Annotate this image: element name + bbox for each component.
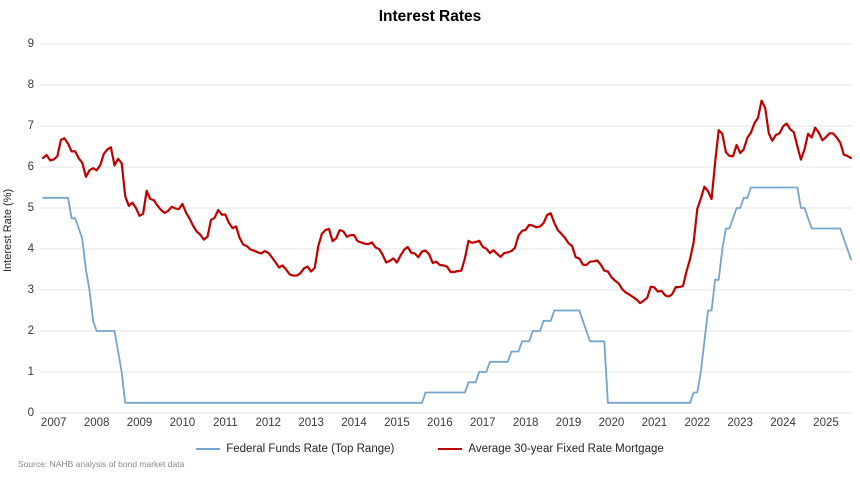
chart-title: Interest Rates — [378, 8, 482, 25]
x-tick-label: 2008 — [83, 417, 110, 429]
y-tick-label: 5 — [27, 202, 34, 214]
y-tick-label: 1 — [27, 366, 34, 378]
y-tick-label: 6 — [27, 161, 34, 173]
legend: Federal Funds Rate (Top Range) Average 3… — [0, 443, 860, 455]
x-tick-label: 2011 — [212, 417, 238, 429]
legend-label-mortgage: Average 30-year Fixed Rate Mortgage — [468, 443, 664, 455]
x-tick-label: 2020 — [598, 417, 625, 429]
legend-item-fed-funds: Federal Funds Rate (Top Range) — [196, 443, 394, 455]
y-tick-label: 4 — [27, 243, 34, 255]
x-tick-label: 2025 — [813, 417, 839, 429]
x-tick-label: 2013 — [298, 417, 324, 429]
y-tick-label: 0 — [27, 407, 34, 419]
mortgage-line-icon — [438, 447, 463, 451]
fed-funds-line-icon — [196, 447, 221, 451]
y-tick-label: 2 — [27, 325, 34, 337]
x-tick-label: 2015 — [384, 417, 410, 429]
y-tick-label: 7 — [27, 120, 34, 132]
x-tick-label: 2012 — [255, 417, 282, 429]
legend-label-fed-funds: Federal Funds Rate (Top Range) — [226, 443, 395, 455]
x-tick-label: 2017 — [469, 417, 496, 429]
legend-item-mortgage: Average 30-year Fixed Rate Mortgage — [438, 443, 664, 455]
y-tick-label: 8 — [27, 79, 34, 91]
y-tick-label: 3 — [27, 284, 34, 296]
x-tick-label: 2014 — [341, 417, 367, 429]
x-tick-label: 2016 — [427, 417, 453, 429]
x-tick-label: 2021 — [641, 417, 668, 429]
x-tick-label: 2007 — [40, 417, 67, 429]
y-tick-label: 9 — [27, 38, 34, 50]
x-tick-label: 2024 — [770, 417, 796, 429]
x-tick-label: 2019 — [555, 417, 582, 429]
x-tick-label: 2010 — [169, 417, 196, 429]
x-tick-label: 2018 — [512, 417, 539, 429]
x-tick-label: 2023 — [727, 417, 753, 429]
x-tick-label: 2009 — [126, 417, 153, 429]
x-tick-label: 2022 — [684, 417, 711, 429]
fed-funds-line — [42, 186, 852, 404]
source-note: Source: NAHB analysis of bond market dat… — [18, 459, 185, 469]
mortgage-line — [41, 99, 853, 305]
